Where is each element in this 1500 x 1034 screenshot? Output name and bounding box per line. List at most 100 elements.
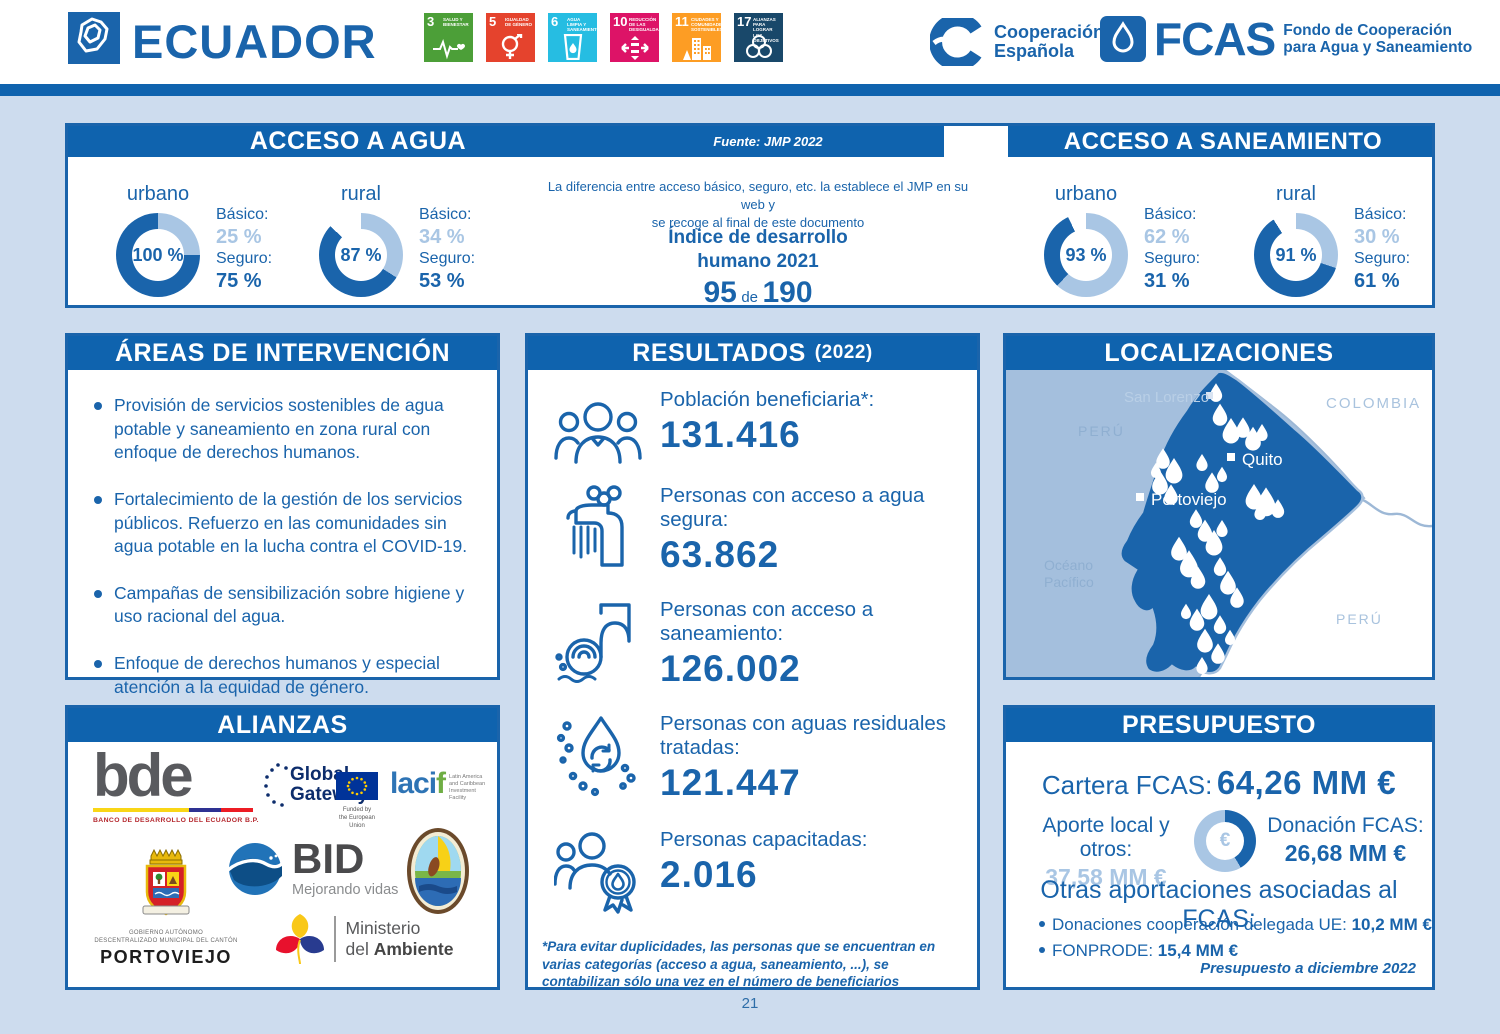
fcas-acronym: FCAS bbox=[1154, 13, 1276, 65]
portoviejo-logo: GOBIERNO AUTÓNOMO DESCENTRALIZADO MUNICI… bbox=[80, 846, 252, 968]
basico-value: 62 % bbox=[1144, 226, 1190, 248]
areas-item: Provisión de servicios sostenibles de ag… bbox=[94, 394, 484, 465]
coop-line2: Española bbox=[994, 41, 1075, 61]
ecuador-map: San Lorenzo COLOMBIA PERÚ Quito Portovie… bbox=[1006, 370, 1432, 677]
resultados-title: RESULTADOS (2022) bbox=[528, 336, 977, 370]
lacif-logo: lacif Latin America and Caribbean Invest… bbox=[390, 767, 486, 801]
aportacion-item: FONPRODE: 15,4 MM € bbox=[1039, 938, 1432, 964]
bid-logo: BID Mejorando vidas bbox=[226, 838, 398, 898]
resultados-year: (2022) bbox=[814, 342, 873, 363]
resultado-value: 2.016 bbox=[660, 854, 758, 896]
fcas-logo: FCAS Fondo de Cooperación para Agua y Sa… bbox=[1100, 16, 1472, 62]
acceso-saneamiento-title: ACCESO A SANEAMIENTO bbox=[1063, 127, 1383, 155]
agua-rural-total: 87 % bbox=[340, 244, 382, 265]
resultados-footnote: *Para evitar duplicidades, las personas … bbox=[542, 939, 936, 990]
eu-flag-logo: Funded by the European Union bbox=[334, 772, 380, 830]
page-title: ECUADOR bbox=[132, 15, 377, 68]
basico-label: Básico: bbox=[216, 206, 269, 223]
portoviejo-crest-icon bbox=[142, 848, 190, 916]
header-divider bbox=[0, 84, 1500, 96]
bde-logo: bde BANCO DE DESARROLLO DEL ECUADOR B.P. bbox=[93, 742, 259, 824]
river bbox=[1357, 496, 1432, 528]
sdg-6-water-icon: 6 AGUA LIMPIA Y SANEAMIENTO bbox=[548, 13, 600, 62]
portoviejo-marker bbox=[1136, 493, 1144, 501]
province-seal-icon bbox=[407, 828, 469, 914]
presupuesto-date-note: Presupuesto a diciembre 2022 bbox=[1200, 960, 1416, 977]
faucet-icon bbox=[552, 484, 644, 574]
sdg-11-cities-icon: 11 CIUDADES Y COMUNIDADES SOSTENIBLES bbox=[672, 13, 725, 62]
basico-label: Básico: bbox=[1354, 206, 1407, 223]
agua-urbano-total: 100 % bbox=[132, 244, 184, 265]
presupuesto-donut-chart: € bbox=[1194, 810, 1256, 872]
idh-value: 95 de 190 bbox=[703, 276, 813, 309]
basico-label: Básico: bbox=[419, 206, 472, 223]
access-panel: ACCESO A AGUA Fuente: JMP 2022 ACCESO A … bbox=[65, 123, 1435, 309]
recycle-drop-icon bbox=[552, 712, 644, 802]
resultado-label: Personas con acceso a saneamiento: bbox=[660, 598, 874, 646]
sewage-pipe-icon bbox=[552, 598, 644, 688]
peru-top-label: PERÚ bbox=[1078, 423, 1125, 439]
resultado-value: 121.447 bbox=[660, 762, 801, 804]
resultado-label: Personas capacitadas: bbox=[660, 828, 868, 851]
saneamiento-urbano-total: 93 % bbox=[1065, 244, 1107, 265]
bid-globe-icon bbox=[226, 843, 284, 895]
trained-people-award-icon bbox=[552, 828, 644, 918]
presupuesto-panel: PRESUPUESTO Cartera FCAS: 64,26 MM € Apo… bbox=[1003, 705, 1435, 990]
resultado-label: Personas con aguas residuales tratadas: bbox=[660, 712, 947, 760]
areas-title: ÁREAS DE INTERVENCIÓN bbox=[68, 336, 497, 370]
ecuador-map-icon bbox=[68, 12, 120, 64]
resultado-label: Personas con acceso a agua segura: bbox=[660, 484, 925, 532]
bde-tricolor-bar bbox=[93, 808, 253, 812]
presupuesto-title: PRESUPUESTO bbox=[1006, 708, 1432, 742]
fcas-line2: para Agua y Saneamiento bbox=[1283, 39, 1473, 56]
seguro-value: 53 % bbox=[419, 270, 465, 292]
areas-list: Provisión de servicios sostenibles de ag… bbox=[94, 394, 484, 722]
aportacion-item: Donaciones cooperación delegada UE: 10,2… bbox=[1039, 912, 1432, 938]
basico-label: Básico: bbox=[1144, 206, 1197, 223]
seguro-value: 75 % bbox=[216, 270, 262, 292]
otras-aportaciones-title: Otras aportaciones asociadas al FCAS: bbox=[1040, 876, 1398, 933]
resultado-value: 63.862 bbox=[660, 534, 780, 576]
alianzas-title: ALIANZAS bbox=[68, 708, 497, 742]
page-number: 21 bbox=[741, 995, 759, 1012]
sdg-10-equality-icon: 10 REDUCCIÓN DE LAS DESIGUALDADES bbox=[610, 13, 668, 62]
acceso-agua-title: ACCESO A AGUA bbox=[249, 127, 467, 155]
seguro-label: Seguro: bbox=[1354, 250, 1411, 267]
resultado-value: 131.416 bbox=[660, 414, 801, 456]
basico-value: 30 % bbox=[1354, 226, 1400, 248]
seguro-label: Seguro: bbox=[216, 250, 273, 267]
oceano-label-2: Pacífico bbox=[1044, 574, 1094, 590]
acceso-saneamiento-header-bar bbox=[1008, 126, 1432, 157]
portoviejo-map-label: Portoviejo bbox=[1151, 490, 1227, 509]
agua-rural-label: rural bbox=[340, 183, 381, 205]
saneamiento-rural-donut-chart: 91 % bbox=[1254, 213, 1338, 297]
fcas-line1: Fondo de Cooperación bbox=[1283, 21, 1453, 39]
euro-icon: € bbox=[1219, 830, 1231, 851]
san-lorenzo-label: San Lorenzo bbox=[1124, 389, 1209, 406]
sdg-5-gender-icon: 5 IGUALDAD DE GÉNERO bbox=[486, 13, 535, 62]
colombia-label: COLOMBIA bbox=[1326, 395, 1421, 412]
saneamiento-rural-total: 91 % bbox=[1275, 244, 1317, 265]
cooperacion-c-icon bbox=[930, 18, 982, 66]
basico-value: 25 % bbox=[216, 226, 262, 248]
eu-flag-icon bbox=[336, 772, 378, 800]
localizaciones-title: LOCALIZACIONES bbox=[1006, 336, 1432, 370]
areas-item: Enfoque de derechos humanos y especial a… bbox=[94, 652, 484, 699]
areas-panel: ÁREAS DE INTERVENCIÓN Provisión de servi… bbox=[65, 333, 500, 697]
alianzas-panel: ALIANZAS bde BANCO DE DESARROLLO DEL ECU… bbox=[65, 705, 500, 990]
seguro-value: 61 % bbox=[1354, 270, 1400, 292]
saneamiento-rural-label: rural bbox=[1275, 183, 1316, 205]
agua-urbano-label: urbano bbox=[126, 183, 190, 205]
cartera-fcas: Cartera FCAS: 64,26 MM € bbox=[1041, 764, 1397, 801]
resultado-value: 126.002 bbox=[660, 648, 801, 690]
logo-divider bbox=[334, 916, 336, 962]
quito-label: Quito bbox=[1242, 450, 1283, 469]
jmp-note: La diferencia entre acceso básico, segur… bbox=[547, 179, 969, 231]
otras-aportaciones-list: Donaciones cooperación delegada UE: 10,2… bbox=[1039, 912, 1432, 965]
saneamiento-urbano-label: urbano bbox=[1054, 183, 1118, 205]
areas-item: Campañas de sensibilización sobre higien… bbox=[94, 582, 484, 629]
fuente-label: Fuente: JMP 2022 bbox=[713, 134, 823, 149]
resultados-panel: RESULTADOS (2022) Población beneficiaria… bbox=[525, 333, 980, 990]
aporte-local: Aporte local y otros: 37,58 MM € bbox=[1042, 814, 1170, 891]
